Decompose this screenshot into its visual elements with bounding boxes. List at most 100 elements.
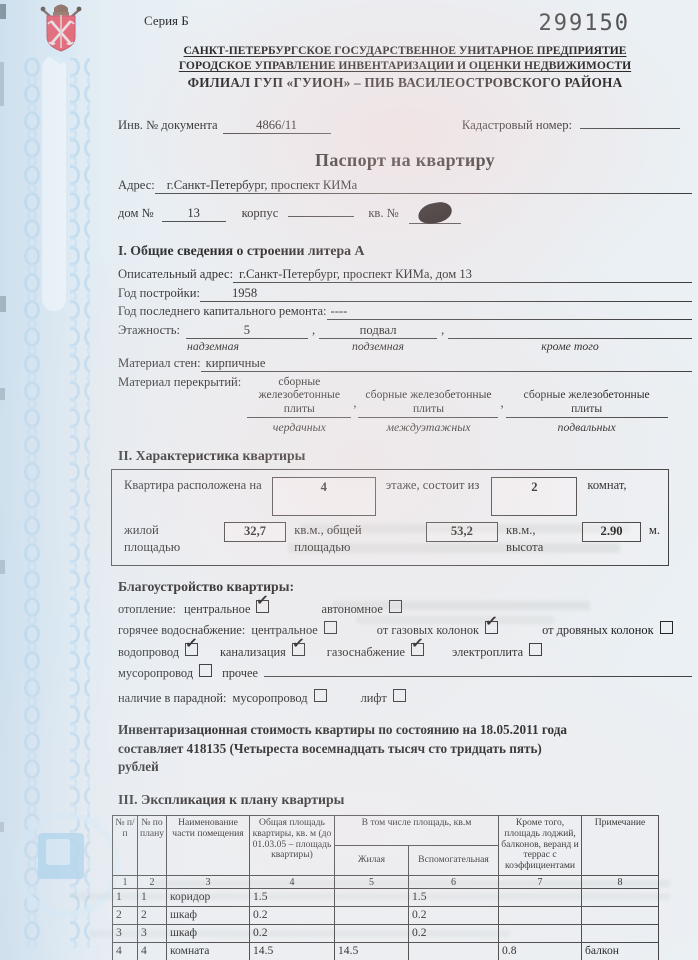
heating-auto-checkbox [388,599,402,613]
rooms-count-box: 2 [491,477,578,516]
entrance-label: наличие в парадной: [118,691,227,705]
hw-wood-label: от дровяных колонок [542,623,654,637]
table-cell [334,888,409,908]
entrance-lift-label: лифт [360,691,387,705]
col-number: 8 [581,875,659,890]
hw-central-label: центральное [251,623,318,637]
table-cell: 3 [112,924,138,944]
table-cell [498,924,582,944]
inventory-doc-label: Инв. № документа [118,118,218,132]
floors-other-blank [448,323,692,339]
table-cell: 0.8 [498,942,582,960]
other-blank [264,673,692,677]
org-name-line2: ГОРОДСКОЕ УПРАВЛЕНИЕ ИНВЕНТАРИЗАЦИИ И ОЦ… [178,59,632,72]
build-year-label: Год постройки: [118,285,200,300]
caption-other: кроме того [541,338,599,353]
house-label: дом № [118,206,154,220]
check-mark: ✓ [410,634,425,653]
living-area-box: 32,7 [223,522,287,542]
table-cell: 0.2 [249,924,335,944]
table-cell: 0.2 [408,906,499,926]
table-cell: 1.5 [408,888,499,908]
table-cell: 1 [137,888,167,908]
water-checkbox: ✓ [184,635,198,656]
entrance-chute-checkbox [313,689,327,702]
table-cell [581,924,659,944]
entrance-chute-label: мусоропровод [232,691,308,705]
total-area-label: кв.м., общей площадью [294,523,362,554]
consists-label: этаже, состоит из [385,478,480,492]
column-numbers-row: 1 2 3 4 5 6 7 8 [112,875,659,890]
col-number: 3 [166,875,250,890]
building-blank [288,213,355,217]
table-cell [408,942,499,960]
table-cell: балкон остекленный [581,942,659,960]
scan-artifact [0,62,4,106]
address-label: Адрес: [118,178,155,192]
table-cell: 4 [137,942,167,960]
th-note: Примечание [581,815,659,877]
water-label: водопровод [118,644,180,659]
col-number: 2 [137,875,167,890]
stove-checkbox [529,642,543,656]
rooms-suffix: комнат, [587,478,627,492]
building-label: корпус [241,206,279,220]
table-cell: комната [166,942,250,960]
table-row: 2 2 шкаф 0.2 0.2 [112,906,659,926]
col-number: 7 [498,875,582,890]
comma: , [353,396,357,410]
org-name-line1: САНКТ-ПЕТЕРБУРГСКОЕ ГОСУДАРСТВЕННОЕ УНИТ… [183,44,627,57]
table-row: 1 1 коридор 1.5 1.5 [112,888,659,908]
scan-artifact [0,388,5,400]
scan-artifact [0,296,6,312]
height-suffix: м. [648,523,660,537]
slabs-attic-value: сборные железобетонные плиты [247,375,352,418]
table-cell: 0.2 [408,924,499,944]
build-year-value: 1958 [199,286,692,302]
scan-artifact [0,822,4,832]
heating-label: отопление: [118,601,176,616]
stove-label: электроплита [452,644,524,659]
apartment-label: кв. № [368,206,399,220]
table-cell: 2 [137,906,167,926]
walls-value: кирпичные [200,356,692,372]
table-cell: 3 [137,924,167,944]
serial-number: 299150 [538,11,630,36]
height-label: кв.м., высота [506,523,544,554]
living-area-label: жилой площадью [124,523,181,554]
col-number: 1 [112,875,138,890]
gas-label: газоснабжение [326,644,405,659]
apartment-value-redacted [408,200,461,226]
floor-number-box: 4 [271,477,376,516]
th-including-area: В том числе площадь, кв.м [334,815,499,847]
apartment-summary-box: Квартира расположена на 4 этаже, состоит… [111,469,669,566]
cadastral-label: Кадастровый номер: [461,118,572,132]
comma: , [500,396,504,410]
th-room-name: Наименование части помещения [166,815,250,877]
table-cell [498,906,582,926]
th-living: Жилая [334,845,409,877]
slabs-interfloor-caption: междуэтажных [386,420,471,434]
th-balcony-area: Кроме того, площадь лоджий, балконов, ве… [498,815,582,877]
table-cell: 14.5 [249,942,335,960]
floors-above-value: 5 [185,323,308,339]
total-area-box: 53,2 [425,522,499,542]
address-value: г.Санкт-Петербург, проспект КИМа [154,178,692,194]
valuation-paragraph: Инвентаризационная стоимость квартиры по… [118,722,568,775]
hw-gas-label: от газовых колонок [376,623,480,637]
th-num: № п/п [112,815,138,877]
chute-checkbox [199,664,213,677]
gas-checkbox: ✓ [410,635,424,656]
section3-heading: III. Экспликация к плану квартиры [118,792,345,808]
hw-central-checkbox [323,621,337,634]
overhaul-year-value: ---- [326,304,692,320]
slabs-attic-caption: чердачных [272,420,326,434]
org-branch-line: ФИЛИАЛ ГУП «ГУИОН» – ПИБ ВАСИЛЕОСТРОВСКО… [187,75,623,90]
descriptive-address-value: г.Санкт-Петербург, проспект КИМа, дом 13 [233,267,692,283]
floors-label: Этажность: [118,322,180,337]
comma: , [441,322,445,337]
table-cell: коридор [166,888,250,908]
series-label: Серия Б [144,13,189,28]
